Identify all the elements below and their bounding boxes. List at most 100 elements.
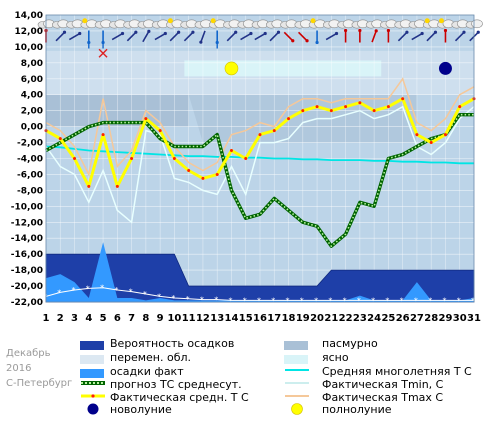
wind-arrow-icon — [297, 31, 309, 43]
legend-swatch-clear — [284, 355, 308, 364]
snow-depth-marker: * — [300, 296, 304, 305]
x-tick-label: 7 — [128, 313, 135, 324]
snow-depth-marker: * — [43, 292, 47, 301]
legend-swatch-forecast — [81, 381, 105, 385]
full-moon-marker — [224, 61, 239, 76]
tmean-point — [415, 133, 419, 137]
tmean-point — [215, 172, 219, 176]
tmean-point — [73, 157, 77, 160]
x-tick-label: 9 — [157, 313, 164, 324]
y-tick-label: -8,00 — [17, 186, 43, 196]
y-tick-label: 4,00 — [21, 91, 43, 101]
y-tick-label: -10,00 — [11, 202, 43, 212]
snow-depth-marker: * — [286, 296, 290, 305]
tmean-point — [187, 168, 191, 172]
weather-cloud-icon — [80, 18, 98, 29]
snow-depth-marker: * — [100, 284, 104, 293]
forecast-line-dots — [45, 113, 474, 247]
wind-arrow-icon — [344, 28, 348, 43]
sun-icon — [438, 18, 444, 24]
weather-cloud-icon — [237, 19, 255, 29]
snow-depth-marker: * — [143, 290, 147, 299]
weather-cloud-icon — [51, 19, 70, 29]
tmean-point — [201, 176, 205, 180]
wind-arrow-icon — [111, 31, 125, 41]
snow-depth-marker: * — [243, 296, 247, 305]
sun-icon — [210, 18, 216, 24]
legend-full-moon: полнолуние — [322, 403, 392, 416]
wind-arrow-icon — [269, 30, 281, 42]
sun-icon — [82, 18, 88, 24]
tmean-point — [258, 133, 262, 137]
legend-new-moon: новолуние — [110, 403, 172, 416]
wind-arrow-icon — [454, 30, 466, 42]
tmean-point — [401, 97, 405, 101]
weather-cloud-icon — [94, 19, 112, 29]
y-tick-label: -22,00 — [11, 298, 43, 308]
snow-depth-marker: * — [371, 296, 375, 305]
wind-arrow-icon — [55, 30, 67, 42]
legend-swatch-precip-fact — [80, 369, 104, 378]
tmean-point — [301, 109, 305, 113]
wind-arrow-icon — [426, 30, 438, 42]
legend-tmax: Фактическая Tmax C — [322, 391, 444, 404]
weather-cloud-icon — [422, 18, 441, 29]
x-tick-label: 16 — [253, 313, 267, 324]
tmean-point — [58, 137, 62, 141]
y-tick-label: -4,00 — [17, 155, 43, 165]
wind-arrow-icon — [283, 31, 295, 43]
wind-arrow-icon — [87, 30, 91, 49]
tmean-point — [244, 157, 248, 160]
snow-depth-marker: * — [86, 284, 90, 293]
legend-swatch-tmax — [285, 395, 309, 397]
tmean-point — [429, 141, 433, 145]
weather-cloud-icon — [437, 18, 455, 29]
wind-arrow-icon — [68, 31, 82, 41]
weather-cloud-icon — [408, 19, 426, 29]
x-tick-label: 1 — [43, 313, 50, 324]
wind-arrow-icon — [325, 31, 339, 41]
snow-depth-marker: * — [271, 296, 275, 305]
legend-tmean: Фактическая средн. Т С — [110, 391, 249, 404]
weather-cloud-icon — [394, 19, 412, 29]
weather-cloud-icon — [265, 19, 284, 29]
weather-cloud-icon — [223, 19, 241, 29]
tmean-point — [144, 117, 148, 121]
weather-cloud-icon — [208, 18, 226, 29]
tmean-point — [458, 105, 462, 109]
weather-cloud-icon — [323, 19, 341, 29]
tmean-point — [115, 184, 119, 188]
snow-depth-marker: * — [72, 286, 76, 295]
y-tick-label: -6,00 — [17, 170, 43, 180]
weather-cloud-icon — [151, 19, 169, 29]
wind-arrow-icon — [183, 30, 195, 42]
x-tick-label: 15 — [239, 313, 253, 324]
snow-depth-marker: * — [214, 296, 218, 305]
tmean-point — [358, 101, 362, 105]
wind-arrow-icon — [315, 30, 319, 45]
legend-clear: ясно — [322, 351, 349, 364]
weather-cloud-icon — [351, 19, 369, 29]
weather-cloud-icon — [166, 18, 184, 29]
x-tick-label: 19 — [296, 313, 310, 324]
legend-swatch-full-moon — [291, 403, 303, 415]
snow-depth-marker: * — [428, 296, 432, 305]
storm-icon — [98, 48, 108, 58]
y-tick-label: -18,00 — [11, 266, 43, 276]
x-tick-label: 6 — [114, 313, 121, 324]
tmean-point — [386, 105, 390, 109]
snow-depth-marker: * — [414, 296, 418, 305]
snow-depth-marker: * — [228, 296, 232, 305]
tmin-line — [45, 105, 475, 224]
x-tick-label: 8 — [142, 313, 149, 324]
y-tick-label: 12,00 — [15, 27, 43, 37]
legend-swatch-variable — [80, 355, 104, 364]
legend-swatch-new-moon — [87, 403, 99, 415]
tmax-line — [45, 77, 475, 177]
legend-tmin: Фактическая Tmin, C — [322, 378, 444, 391]
wind-arrow-icon — [411, 31, 424, 41]
snow-depth-marker: * — [171, 294, 175, 303]
tmean-point — [101, 133, 105, 137]
snow-depth-marker: * — [314, 296, 318, 305]
